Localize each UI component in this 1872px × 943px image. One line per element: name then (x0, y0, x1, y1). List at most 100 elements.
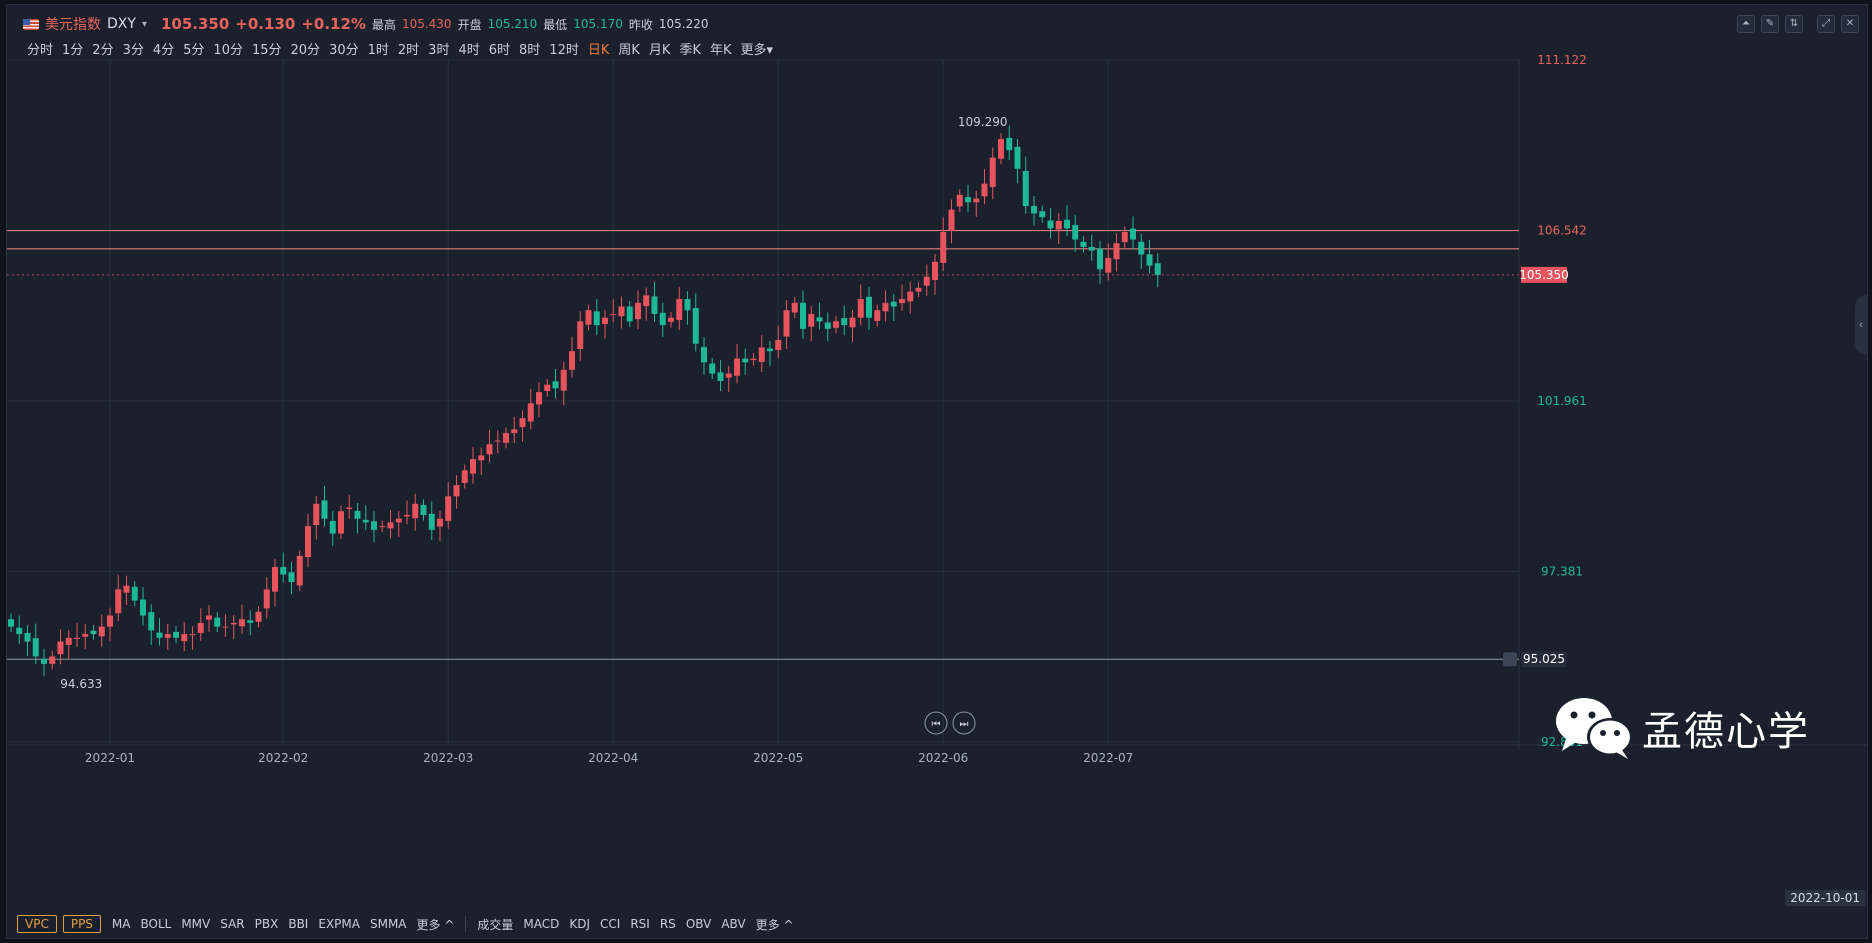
candle-body-136[interactable] (1130, 228, 1136, 240)
main-indicator-3[interactable]: SAR (220, 917, 245, 931)
timeframe-22[interactable]: 更多▾ (740, 43, 774, 58)
main-indicator-0[interactable]: MA (111, 917, 131, 931)
timeframe-1[interactable]: 1分 (62, 43, 84, 58)
timeframe-8[interactable]: 20分 (290, 43, 321, 58)
candle-body-11[interactable] (98, 626, 105, 637)
candle-body-65[interactable] (544, 384, 551, 392)
main-indicator-5[interactable]: BBI (288, 917, 309, 931)
candle-body-128[interactable] (1064, 219, 1070, 229)
candle-body-123[interactable] (1022, 171, 1029, 206)
candle-body-124[interactable] (1031, 205, 1037, 214)
candle-body-84[interactable] (701, 347, 707, 363)
candle-body-110[interactable] (915, 287, 922, 292)
candle-body-33[interactable] (280, 567, 287, 575)
candle-body-76[interactable] (635, 302, 641, 320)
candle-body-137[interactable] (1138, 241, 1145, 255)
draw-pen-icon[interactable]: ✎ (1761, 15, 1779, 33)
candle-body-139[interactable] (1154, 263, 1161, 275)
candle-body-80[interactable] (668, 317, 674, 322)
candle-body-3[interactable] (32, 638, 39, 657)
candle-body-50[interactable] (420, 504, 427, 515)
candle-body-41[interactable] (346, 507, 353, 510)
candle-body-62[interactable] (519, 418, 526, 428)
candle-body-15[interactable] (131, 586, 138, 601)
candle-body-36[interactable] (305, 526, 311, 558)
candle-body-101[interactable] (841, 318, 848, 326)
close-icon[interactable]: ✕ (1841, 15, 1859, 33)
candle-body-30[interactable] (255, 611, 262, 622)
timeframe-14[interactable]: 6时 (488, 43, 511, 58)
candle-body-1[interactable] (16, 627, 23, 635)
indicator-icon[interactable]: ⏶ (1737, 15, 1755, 33)
candle-body-66[interactable] (552, 381, 559, 389)
next-bar-icon[interactable] (952, 711, 976, 735)
candle-body-6[interactable] (57, 641, 64, 655)
candle-body-25[interactable] (214, 617, 221, 627)
candle-body-64[interactable] (536, 392, 542, 405)
candle-body-42[interactable] (354, 510, 361, 519)
timeframe-17[interactable]: 日K (587, 43, 610, 58)
candle-body-20[interactable] (173, 631, 179, 638)
candle-body-49[interactable] (412, 503, 419, 519)
candle-body-0[interactable] (8, 619, 14, 627)
candle-body-19[interactable] (164, 634, 171, 638)
timeframe-11[interactable]: 2时 (397, 43, 420, 58)
candle-body-48[interactable] (404, 514, 410, 517)
candle-body-116[interactable] (965, 197, 971, 203)
candle-body-46[interactable] (387, 522, 394, 529)
candle-body-108[interactable] (899, 299, 905, 304)
candle-body-35[interactable] (296, 555, 303, 586)
sub-indicator-5[interactable]: RS (659, 917, 676, 931)
symbol-code[interactable]: DXY (107, 16, 136, 32)
candle-body-5[interactable] (49, 656, 56, 664)
sub-indicator-2[interactable]: KDJ (569, 917, 591, 931)
candle-body-135[interactable] (1121, 232, 1128, 243)
timeframe-3[interactable]: 3分 (122, 43, 144, 58)
candle-body-17[interactable] (148, 612, 155, 631)
collapse-panel-icon[interactable]: ‹ (1855, 295, 1867, 355)
sub-indicator-4[interactable]: RSI (630, 917, 650, 931)
candle-body-18[interactable] (156, 632, 163, 638)
candle-body-114[interactable] (948, 209, 955, 231)
candle-body-23[interactable] (197, 622, 204, 633)
indicator-box-pps[interactable]: PPS (62, 915, 101, 933)
candle-body-47[interactable] (395, 518, 402, 523)
candle-body-75[interactable] (626, 306, 633, 322)
timeframe-16[interactable]: 12时 (549, 43, 579, 58)
candle-body-40[interactable] (338, 511, 344, 534)
candle-body-69[interactable] (577, 321, 584, 349)
candle-body-54[interactable] (453, 485, 460, 497)
timeframe-20[interactable]: 季K (679, 43, 701, 58)
expand-icon[interactable]: ⤢ (1817, 15, 1835, 33)
candle-body-59[interactable] (494, 440, 501, 442)
candle-body-10[interactable] (90, 630, 97, 635)
timeframe-10[interactable]: 1时 (367, 43, 389, 58)
candle-body-113[interactable] (940, 232, 947, 263)
timeframe-6[interactable]: 10分 (213, 43, 243, 58)
main-indicator-8[interactable]: 更多 ^ (416, 917, 455, 932)
candle-body-22[interactable] (189, 634, 196, 636)
candle-body-121[interactable] (1006, 137, 1013, 151)
candle-body-88[interactable] (734, 358, 740, 376)
timeframe-9[interactable]: 30分 (329, 43, 359, 58)
candle-body-115[interactable] (956, 194, 963, 207)
candle-body-24[interactable] (206, 615, 212, 620)
candle-body-120[interactable] (998, 138, 1004, 159)
candle-body-98[interactable] (816, 317, 823, 322)
timeframe-12[interactable]: 3时 (428, 43, 450, 58)
candle-body-94[interactable] (783, 310, 790, 337)
candle-body-82[interactable] (684, 299, 691, 311)
timeframe-19[interactable]: 月K (648, 43, 671, 58)
candle-body-78[interactable] (651, 296, 658, 314)
symbol-name[interactable]: 美元指数 (45, 17, 101, 33)
candle-body-77[interactable] (643, 295, 650, 307)
candle-body-38[interactable] (321, 500, 328, 519)
candle-body-96[interactable] (800, 302, 806, 329)
candle-body-57[interactable] (478, 455, 485, 461)
candle-body-4[interactable] (41, 658, 47, 664)
candle-body-52[interactable] (437, 518, 443, 527)
main-indicator-4[interactable]: PBX (254, 917, 279, 931)
sub-indicator-8[interactable]: 更多 ^ (755, 917, 794, 932)
candle-body-89[interactable] (742, 358, 749, 363)
candle-body-86[interactable] (717, 372, 724, 381)
